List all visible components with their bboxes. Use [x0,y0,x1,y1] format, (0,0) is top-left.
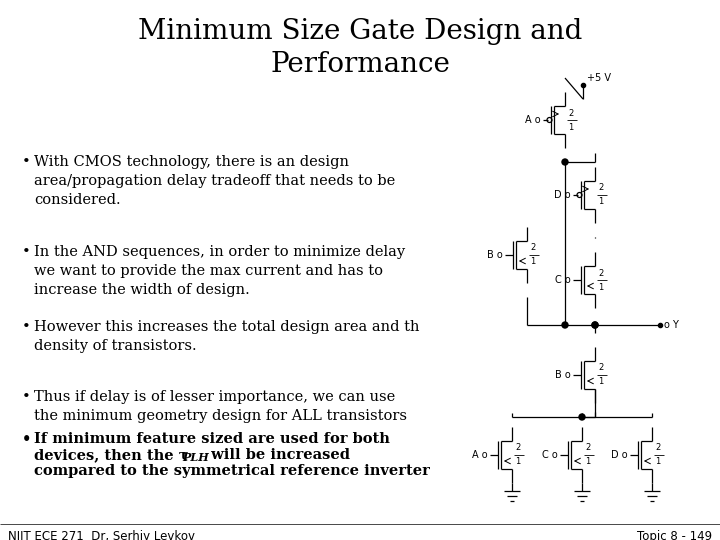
Text: 1: 1 [515,457,521,467]
Text: NJIT ECE 271  Dr, Serhiy Levkov: NJIT ECE 271 Dr, Serhiy Levkov [8,530,195,540]
Text: 2: 2 [655,443,660,453]
Circle shape [579,414,585,420]
Text: C o: C o [542,450,558,460]
Text: PLH: PLH [182,452,209,463]
Text: •: • [22,320,31,334]
Text: 2: 2 [568,109,573,118]
Circle shape [562,322,568,328]
Text: Minimum Size Gate Design and
Performance: Minimum Size Gate Design and Performance [138,18,582,78]
Text: Thus if delay is of lesser importance, we can use
the minimum geometry design fo: Thus if delay is of lesser importance, w… [34,390,407,423]
Text: 1: 1 [585,457,590,467]
Text: 2: 2 [598,184,603,192]
Text: •: • [22,155,31,169]
Text: D o: D o [611,450,628,460]
Text: B o: B o [555,370,571,380]
Text: •: • [22,390,31,404]
Text: devices, then the τ: devices, then the τ [34,448,189,462]
Text: However this increases the total design area and th
density of transistors.: However this increases the total design … [34,320,420,353]
Text: Topic 8 - 149: Topic 8 - 149 [637,530,712,540]
Text: 2: 2 [598,268,603,278]
Text: A o: A o [526,115,541,125]
Text: 2: 2 [530,244,535,253]
Text: 1: 1 [598,198,603,206]
Text: 1: 1 [655,457,660,467]
Text: •: • [22,432,32,447]
Text: C o: C o [555,275,571,285]
Text: B o: B o [487,250,503,260]
Text: 1: 1 [568,123,573,132]
Text: 1: 1 [598,377,603,387]
Text: With CMOS technology, there is an design
area/propagation delay tradeoff that ne: With CMOS technology, there is an design… [34,155,395,207]
Text: 2: 2 [585,443,590,453]
Text: D o: D o [554,190,571,200]
Text: compared to the symmetrical reference inverter: compared to the symmetrical reference in… [34,464,430,478]
Text: In the AND sequences, in order to minimize delay
we want to provide the max curr: In the AND sequences, in order to minimi… [34,245,405,297]
Circle shape [592,322,598,328]
Circle shape [592,322,598,328]
Text: 1: 1 [598,282,603,292]
Text: will be increased: will be increased [206,448,350,462]
Text: If minimum feature sized are used for both: If minimum feature sized are used for bo… [34,432,390,446]
Circle shape [562,159,568,165]
Text: 2: 2 [598,363,603,373]
Text: A o: A o [472,450,488,460]
Text: 2: 2 [515,443,521,453]
Text: +5 V: +5 V [587,73,611,83]
Text: •: • [22,245,31,259]
Text: o Y: o Y [664,320,679,330]
Text: 1: 1 [530,258,535,267]
